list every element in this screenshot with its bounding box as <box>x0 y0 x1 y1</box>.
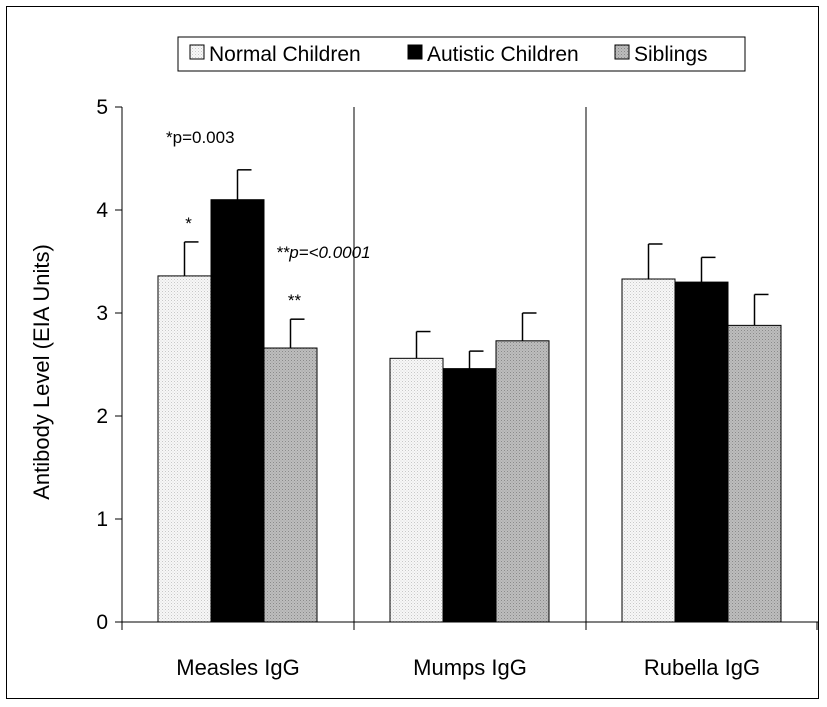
significance-marks: *** <box>185 214 301 310</box>
y-tick-label: 1 <box>96 508 108 531</box>
bar-normal-children-mumps-igg <box>389 357 444 623</box>
bar-autistic-children-rubella-igg <box>674 281 729 623</box>
annotation-p-0-003: *p=0.003 <box>166 128 235 147</box>
bars <box>157 199 782 623</box>
legend-label-autistic-children: Autistic Children <box>427 43 579 66</box>
legend-label-siblings: Siblings <box>634 43 708 66</box>
legend-box <box>177 36 746 72</box>
legend-swatch-autistic-children <box>407 44 423 60</box>
y-axis-ticks: 0 1 2 3 4 5 <box>96 96 122 634</box>
y-tick-label: 5 <box>96 96 108 119</box>
significance-mark: ** <box>288 291 302 310</box>
bar-normal-children-measles-igg <box>157 275 212 623</box>
legend: Normal Children Autistic Children Siblin… <box>177 36 746 72</box>
legend-swatch-normal-children <box>189 44 205 60</box>
x-tick-label: Rubella IgG <box>644 655 760 680</box>
y-tick-label: 0 <box>96 611 108 634</box>
bar-normal-children-rubella-igg <box>621 278 676 623</box>
y-tick-label: 4 <box>96 199 108 222</box>
x-axis-labels: Measles IgG Mumps IgG Rubella IgG <box>176 655 760 680</box>
significance-mark: * <box>185 214 192 233</box>
y-axis-title: Antibody Level (EIA Units) <box>29 244 54 500</box>
bar-siblings-measles-igg <box>263 347 318 623</box>
error-bars <box>183 169 769 369</box>
legend-label-normal-children: Normal Children <box>209 43 361 66</box>
category-separators <box>121 107 818 630</box>
bar-autistic-children-mumps-igg <box>442 368 497 623</box>
annotation-p-0-0001: **p=<0.0001 <box>276 243 371 262</box>
bar-siblings-mumps-igg <box>495 340 550 623</box>
legend-swatch-siblings <box>614 44 630 60</box>
bar-autistic-children-measles-igg <box>210 199 265 623</box>
x-tick-label: Mumps IgG <box>413 655 527 680</box>
y-tick-label: 2 <box>96 405 108 428</box>
y-tick-label: 3 <box>96 302 108 325</box>
x-tick-label: Measles IgG <box>176 655 300 680</box>
bar-siblings-rubella-igg <box>727 324 782 623</box>
